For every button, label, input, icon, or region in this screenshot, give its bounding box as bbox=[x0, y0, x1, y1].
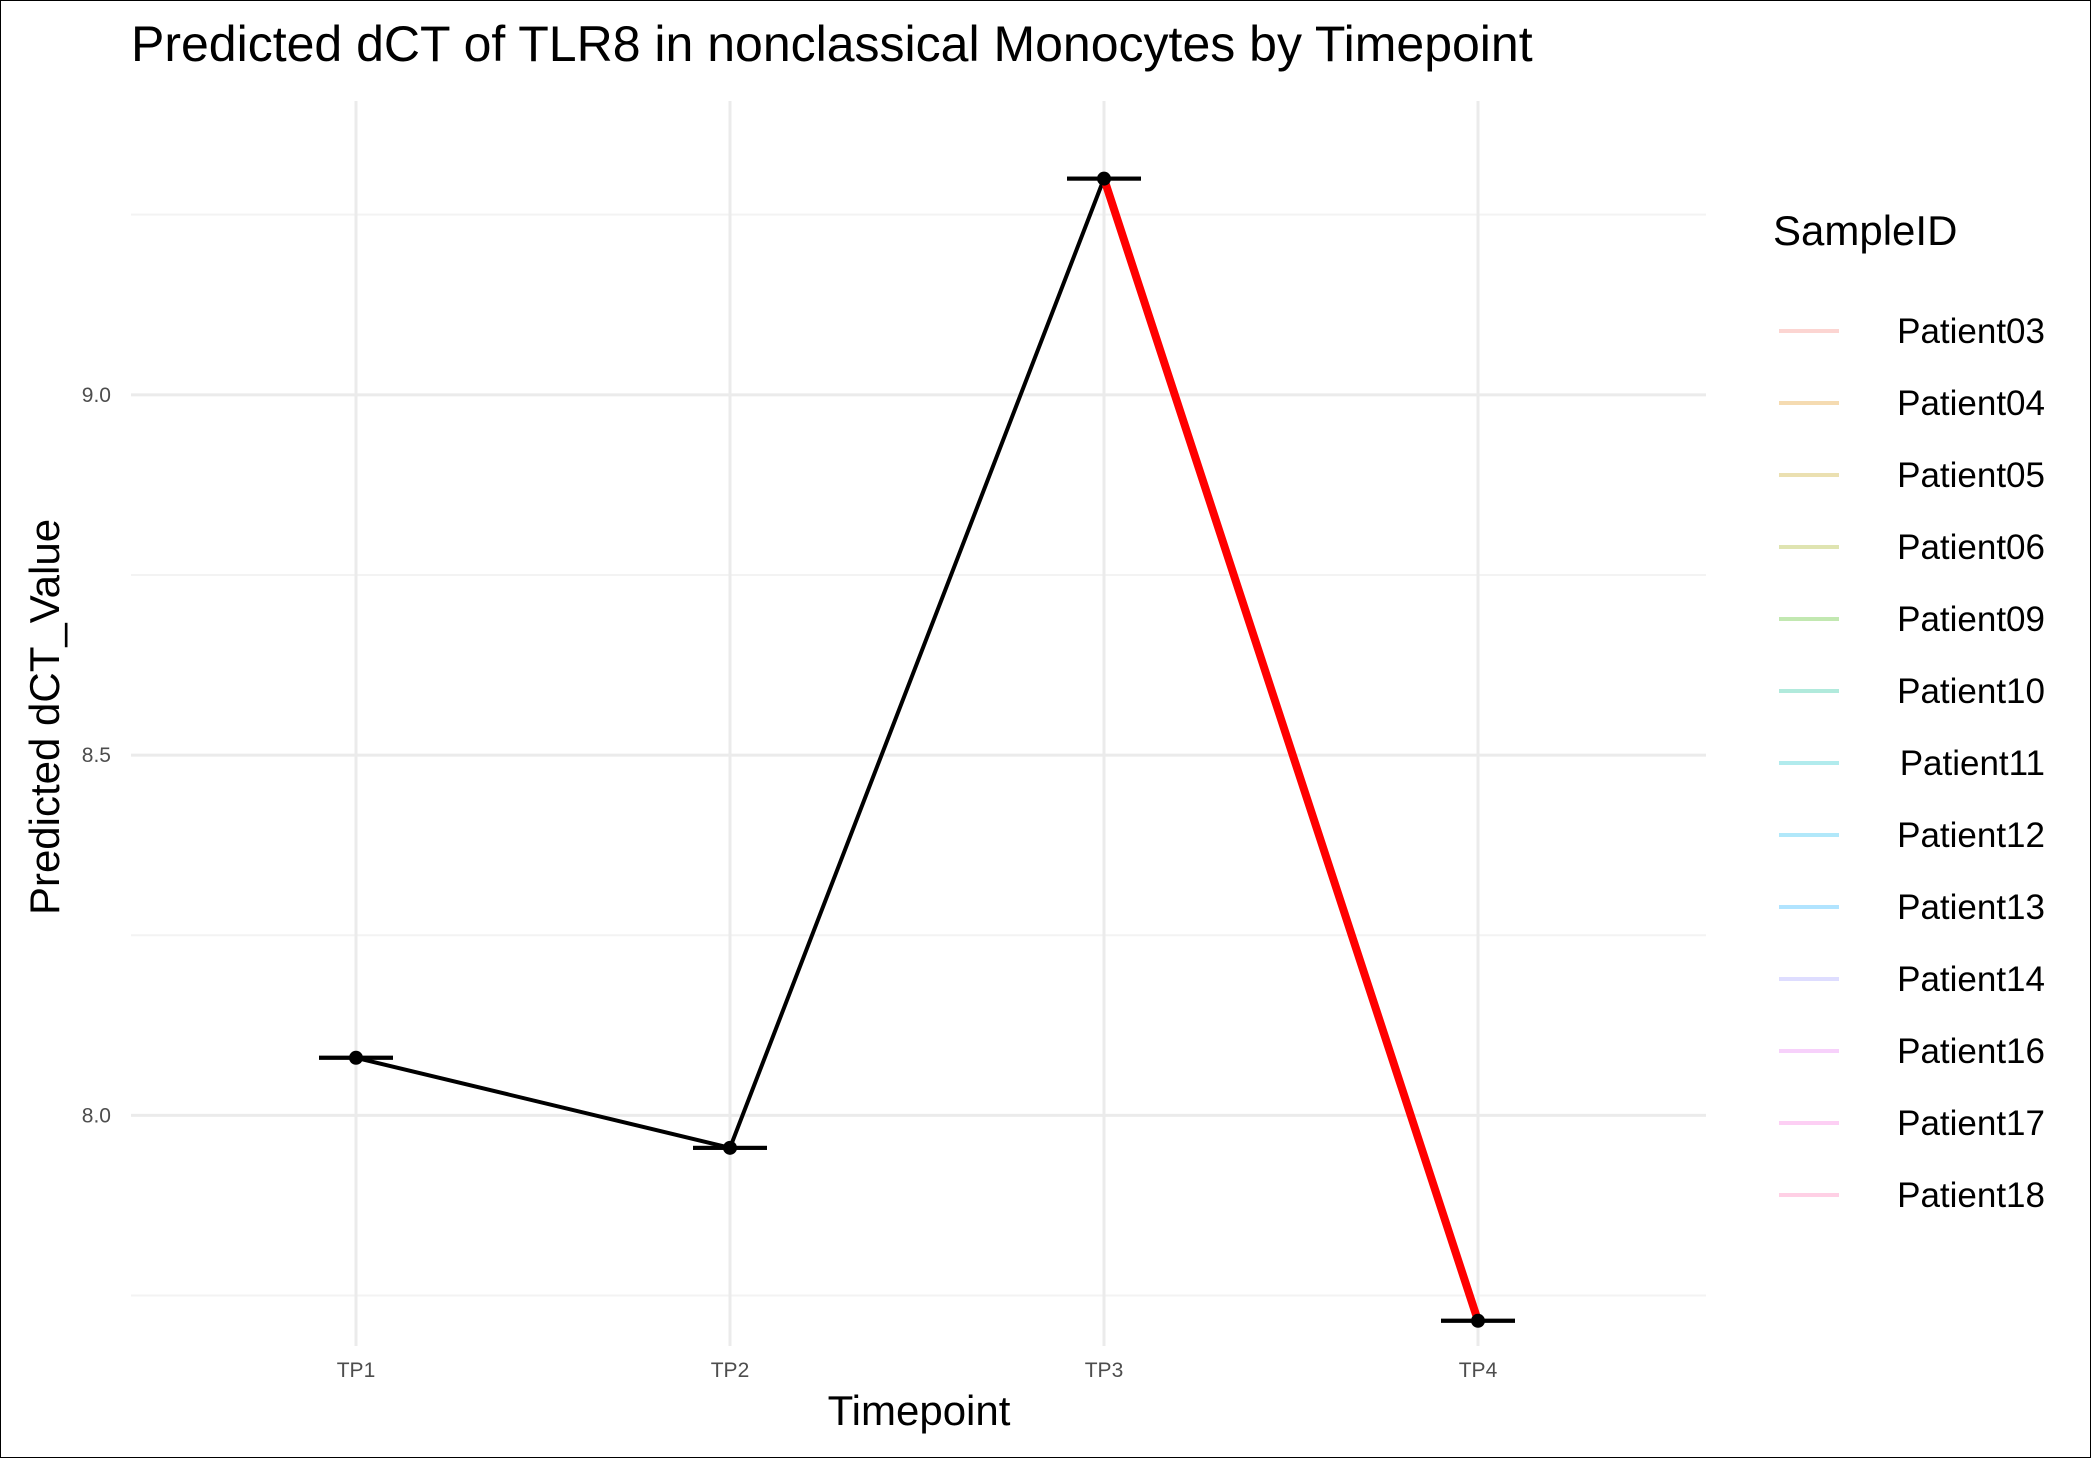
legend-label: Patient03 bbox=[1897, 312, 2045, 351]
series-line-segment bbox=[728, 176, 1106, 1150]
y-axis-ticks: 8.0 8.5 9.0 bbox=[82, 384, 111, 1128]
legend: Patient03 Patient04 Patient05 Patient06 Pati… bbox=[1779, 312, 2045, 1215]
legend-label: Patient09 bbox=[1897, 600, 2045, 639]
x-tick-label: TP3 bbox=[1085, 1359, 1124, 1382]
y-tick-label: 9.0 bbox=[82, 384, 111, 407]
x-axis-title: Timepoint bbox=[828, 1387, 1011, 1434]
x-axis-ticks: TP1 TP2 TP3 TP4 bbox=[337, 1359, 1498, 1382]
legend-label: Patient18 bbox=[1897, 1176, 2045, 1215]
data-point bbox=[349, 1050, 363, 1065]
x-tick-label: TP2 bbox=[711, 1359, 750, 1382]
data-point bbox=[723, 1140, 737, 1155]
legend-label: Patient17 bbox=[1897, 1104, 2045, 1143]
legend-title: SampleID bbox=[1773, 207, 1957, 254]
y-tick-label: 8.5 bbox=[82, 744, 111, 767]
legend-label: Patient10 bbox=[1897, 672, 2045, 711]
x-tick-label: TP1 bbox=[337, 1359, 376, 1382]
series-line-segment bbox=[354, 1055, 732, 1150]
y-tick-label: 8.0 bbox=[82, 1104, 111, 1127]
chart-title: Predicted dCT of TLR8 in nonclassical Mo… bbox=[131, 16, 1533, 72]
y-axis-title: Predicted dCT_Value bbox=[21, 519, 68, 915]
data-point bbox=[1471, 1313, 1485, 1328]
legend-label: Patient16 bbox=[1897, 1032, 2045, 1071]
legend-label: Patient06 bbox=[1897, 528, 2045, 567]
highlighted-line-segment bbox=[1100, 174, 1482, 1325]
legend-label: Patient14 bbox=[1897, 960, 2045, 999]
grid-layer bbox=[131, 101, 1706, 1346]
data-point bbox=[1097, 171, 1111, 186]
x-tick-label: TP4 bbox=[1459, 1359, 1498, 1382]
legend-label: Patient05 bbox=[1897, 456, 2045, 495]
series-layer bbox=[319, 171, 1515, 1328]
legend-label: Patient04 bbox=[1897, 384, 2045, 423]
legend-label: Patient12 bbox=[1897, 816, 2045, 855]
legend-label: Patient11 bbox=[1900, 744, 2045, 783]
legend-label: Patient13 bbox=[1897, 888, 2045, 927]
